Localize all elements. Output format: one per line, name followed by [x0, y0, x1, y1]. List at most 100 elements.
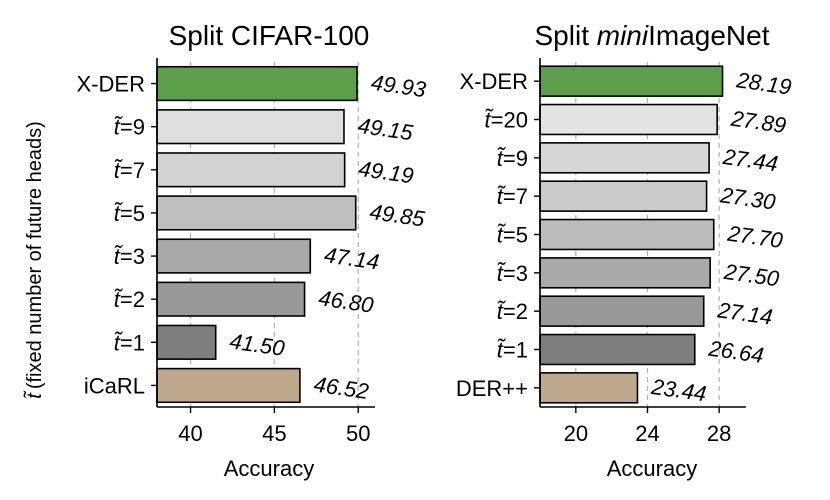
category-tilde-miniimagenet-5: t̃: [497, 261, 506, 286]
data-label-cifar-4: 47.14: [323, 242, 381, 274]
category-label-miniimagenet-7: t̃=1: [497, 338, 528, 363]
bar-miniimagenet-8: [539, 372, 639, 404]
category-label-miniimagenet-4: t̃=5: [497, 223, 528, 248]
data-label-miniimagenet-7: 26.64: [706, 335, 765, 368]
category-label-miniimagenet-5: t̃=3: [497, 261, 528, 286]
category-value-miniimagenet-2: =9: [503, 146, 528, 171]
chart-title-cifar: Split CIFAR-100: [169, 20, 370, 51]
category-label-cifar-0: X-DER: [77, 72, 145, 97]
data-label-cifar-1: 49.15: [356, 113, 415, 146]
axes-cifar: 40 45 50: [151, 58, 375, 446]
figure-y-axis-label: t̃(fixed number of future heads): [23, 121, 46, 398]
data-label-miniimagenet-3: 27.30: [718, 182, 778, 215]
category-value-cifar-1: =9: [120, 115, 145, 140]
data-label-cifar-3: 49.85: [368, 199, 427, 232]
data-label-cifar-2: 49.19: [357, 156, 415, 188]
category-tilde-miniimagenet-1: t̃: [485, 108, 494, 133]
chart-panel-cifar: Split CIFAR-100 Accuracy 49.93 49.15 49.19…: [77, 20, 429, 481]
bar-miniimagenet-2: [539, 142, 710, 174]
bar-cifar-7: [156, 367, 301, 404]
category-value-cifar-5: =2: [120, 287, 145, 312]
axes-miniimagenet: 20 24 28: [534, 58, 746, 446]
bars-miniimagenet: [539, 65, 724, 404]
bar-miniimagenet-7: [539, 333, 696, 366]
data-label-miniimagenet-1: 27.89: [729, 105, 788, 138]
bar-cifar-1: [156, 109, 345, 145]
category-tilde-miniimagenet-4: t̃: [497, 223, 506, 248]
category-tilde-cifar-6: t̃: [114, 330, 123, 355]
category-value-cifar-3: =5: [120, 201, 145, 226]
category-label-cifar-5: t̃=2: [114, 287, 145, 312]
bar-miniimagenet-5: [539, 257, 711, 289]
data-label-cifar-0: 49.93: [370, 70, 429, 103]
category-value-miniimagenet-1: =20: [491, 108, 528, 133]
category-value-miniimagenet-3: =7: [503, 184, 528, 209]
x-tick-label-miniimagenet-0: 20: [564, 421, 588, 446]
category-value-cifar-2: =7: [120, 158, 145, 183]
title-part-split: Split: [535, 20, 597, 51]
bar-miniimagenet-1: [539, 103, 718, 136]
chart-title-miniimagenet: Split miniImageNet: [535, 20, 770, 51]
bars-cifar: [156, 65, 358, 404]
category-value-miniimagenet-4: =5: [503, 223, 528, 248]
category-label-miniimagenet-3: t̃=7: [497, 184, 528, 209]
category-tilde-cifar-5: t̃: [114, 287, 123, 312]
bar-cifar-6: [156, 324, 217, 360]
bar-miniimagenet-0: [539, 65, 724, 97]
category-tilde-miniimagenet-6: t̃: [497, 299, 506, 324]
bar-cifar-0: [156, 65, 358, 102]
data-label-miniimagenet-0: 28.19: [734, 67, 793, 100]
category-tilde-cifar-2: t̃: [114, 158, 123, 183]
data-label-miniimagenet-2: 27.44: [721, 144, 780, 177]
category-label-miniimagenet-1: t̃=20: [485, 108, 528, 133]
category-value-miniimagenet-7: =1: [503, 338, 528, 363]
x-axis-label-miniimagenet: Accuracy: [607, 456, 697, 481]
category-label-miniimagenet-2: t̃=9: [497, 146, 528, 171]
y-axis-label-text: (fixed number of future heads): [24, 121, 46, 389]
title-part-imagenet: ImageNet: [648, 20, 770, 51]
category-value-miniimagenet-6: =2: [503, 299, 528, 324]
x-tick-label-miniimagenet-2: 28: [707, 421, 731, 446]
bar-cifar-3: [156, 195, 357, 231]
bar-cifar-2: [156, 152, 346, 188]
data-label-miniimagenet-6: 27.14: [715, 297, 774, 330]
bar-miniimagenet-3: [539, 180, 708, 212]
title-part-mini: mini: [597, 20, 649, 51]
category-tilde-miniimagenet-3: t̃: [497, 184, 506, 209]
data-label-miniimagenet-5: 27.50: [722, 259, 782, 292]
data-label-miniimagenet-8: 23.44: [649, 374, 708, 407]
x-tick-label-cifar-1: 45: [262, 421, 286, 446]
bar-cifar-5: [156, 281, 306, 317]
category-value-cifar-4: =3: [120, 244, 145, 269]
data-label-cifar-6: 41.50: [228, 328, 287, 361]
category-label-cifar-6: t̃=1: [114, 330, 145, 355]
category-label-cifar-1: t̃=9: [114, 115, 145, 140]
category-tilde-miniimagenet-2: t̃: [497, 146, 506, 171]
x-tick-label-miniimagenet-1: 24: [635, 421, 659, 446]
category-tilde-miniimagenet-7: t̃: [497, 338, 506, 363]
data-label-miniimagenet-4: 27.70: [725, 220, 785, 253]
category-value-miniimagenet-5: =3: [503, 261, 528, 286]
data-label-cifar-5: 46.80: [317, 285, 376, 318]
category-label-cifar-3: t̃=5: [114, 201, 145, 226]
category-tilde-cifar-4: t̃: [114, 244, 123, 269]
category-label-miniimagenet-6: t̃=2: [497, 299, 528, 324]
category-label-cifar-2: t̃=7: [114, 158, 145, 183]
category-label-cifar-7: iCaRL: [84, 373, 145, 398]
bar-cifar-4: [156, 238, 312, 274]
category-label-cifar-4: t̃=3: [114, 244, 145, 269]
x-tick-label-cifar-0: 40: [178, 421, 202, 446]
x-axis-label-cifar: Accuracy: [224, 456, 314, 481]
category-tilde-cifar-1: t̃: [114, 115, 123, 140]
category-tilde-cifar-3: t̃: [114, 201, 123, 226]
x-tick-label-cifar-2: 50: [346, 421, 370, 446]
category-label-miniimagenet-0: X-DER: [460, 69, 528, 94]
data-label-cifar-7: 46.52: [312, 372, 370, 404]
bar-miniimagenet-4: [539, 218, 715, 251]
bar-miniimagenet-6: [539, 295, 705, 327]
category-value-cifar-6: =1: [120, 330, 145, 355]
y-axis-label-symbol: t̃: [23, 390, 46, 398]
